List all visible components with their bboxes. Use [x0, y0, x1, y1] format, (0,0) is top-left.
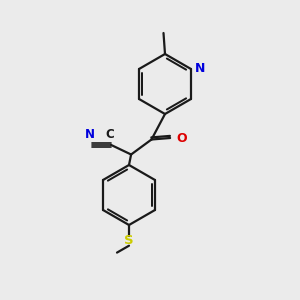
Text: C: C [105, 128, 114, 141]
Text: O: O [176, 131, 187, 145]
Text: S: S [124, 234, 134, 247]
Text: N: N [195, 62, 205, 76]
Text: N: N [85, 128, 95, 141]
